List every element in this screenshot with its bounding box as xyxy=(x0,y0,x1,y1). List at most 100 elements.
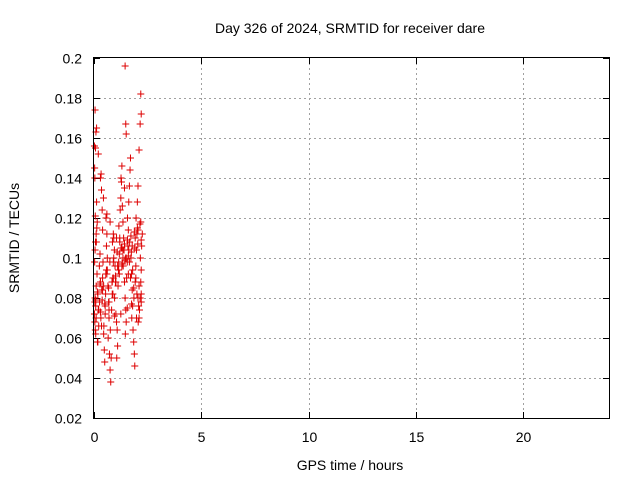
data-point xyxy=(118,162,126,170)
data-point xyxy=(135,306,143,314)
data-point xyxy=(124,226,132,234)
data-point xyxy=(107,378,115,386)
data-point xyxy=(134,318,142,326)
data-point xyxy=(99,286,107,294)
x-tick-label: 5 xyxy=(198,429,206,445)
scatter-points xyxy=(90,62,146,386)
data-point xyxy=(105,284,113,292)
data-point xyxy=(133,224,141,232)
y-tick-label: 0.06 xyxy=(55,331,82,347)
data-point xyxy=(125,258,133,266)
data-point xyxy=(132,214,140,222)
data-point xyxy=(98,206,106,214)
y-tick-label: 0.2 xyxy=(63,51,83,67)
data-point xyxy=(122,120,130,128)
data-point xyxy=(113,234,121,242)
data-point xyxy=(109,274,117,282)
data-point xyxy=(120,240,128,248)
data-point xyxy=(137,236,145,244)
x-tick-label: 0 xyxy=(91,429,99,445)
data-point xyxy=(118,244,126,252)
data-point xyxy=(120,184,128,192)
data-point xyxy=(136,120,144,128)
data-point xyxy=(91,246,99,254)
data-point xyxy=(138,242,146,250)
data-point xyxy=(90,142,98,150)
data-point xyxy=(120,234,128,242)
plot-frame xyxy=(93,57,610,419)
data-point xyxy=(124,252,132,260)
data-point xyxy=(135,146,143,154)
data-point xyxy=(135,282,143,290)
data-point xyxy=(123,304,131,312)
data-point xyxy=(114,282,122,290)
data-point xyxy=(124,270,132,278)
data-point xyxy=(113,354,121,362)
data-point xyxy=(109,290,117,298)
data-point xyxy=(115,270,123,278)
data-point xyxy=(121,330,129,338)
data-point xyxy=(111,294,119,302)
data-point xyxy=(126,166,134,174)
data-point xyxy=(91,318,99,326)
data-point xyxy=(98,296,106,304)
data-point xyxy=(103,254,111,262)
data-point xyxy=(99,226,107,234)
data-point xyxy=(105,314,113,322)
data-point xyxy=(91,174,99,182)
data-point xyxy=(131,362,139,370)
data-point xyxy=(101,358,109,366)
data-point xyxy=(97,170,105,178)
data-point xyxy=(100,330,108,338)
data-point xyxy=(96,250,104,258)
data-point xyxy=(93,288,101,296)
x-tick-label: 20 xyxy=(516,429,532,445)
data-point xyxy=(121,62,129,70)
data-point xyxy=(122,318,130,326)
data-point xyxy=(104,334,112,342)
data-point xyxy=(131,234,139,242)
data-point xyxy=(134,240,142,248)
data-point xyxy=(126,154,134,162)
data-point xyxy=(129,326,137,334)
data-point xyxy=(128,300,136,308)
data-point xyxy=(106,258,114,266)
data-point xyxy=(136,220,144,228)
data-point xyxy=(126,274,134,282)
data-point xyxy=(130,228,138,236)
data-point xyxy=(134,294,142,302)
data-point xyxy=(94,150,102,158)
data-point xyxy=(110,312,118,320)
data-point xyxy=(100,346,108,354)
data-point xyxy=(119,254,127,262)
data-point xyxy=(91,258,99,266)
data-point xyxy=(102,242,110,250)
data-point xyxy=(117,310,125,318)
data-point xyxy=(138,230,146,238)
data-point xyxy=(93,198,101,206)
y-tick-label: 0.04 xyxy=(55,371,82,387)
data-point xyxy=(137,298,145,306)
data-point xyxy=(116,206,124,214)
y-tick-label: 0.12 xyxy=(55,211,82,227)
data-point xyxy=(114,262,122,270)
data-point xyxy=(91,164,99,172)
y-tick-label: 0.16 xyxy=(55,131,82,147)
data-point xyxy=(123,214,131,222)
data-point xyxy=(99,258,107,266)
data-point xyxy=(137,110,145,118)
data-point xyxy=(91,106,99,114)
x-axis-title: GPS time / hours xyxy=(297,457,404,473)
y-tick-label: 0.08 xyxy=(55,291,82,307)
data-point xyxy=(119,218,127,226)
data-point xyxy=(96,280,104,288)
data-point xyxy=(93,224,101,232)
data-point xyxy=(105,306,113,314)
data-point xyxy=(99,194,107,202)
data-point xyxy=(117,194,125,202)
data-point xyxy=(135,302,143,310)
data-point xyxy=(121,294,129,302)
data-point xyxy=(90,310,98,318)
y-tick-label: 0.02 xyxy=(55,411,82,427)
